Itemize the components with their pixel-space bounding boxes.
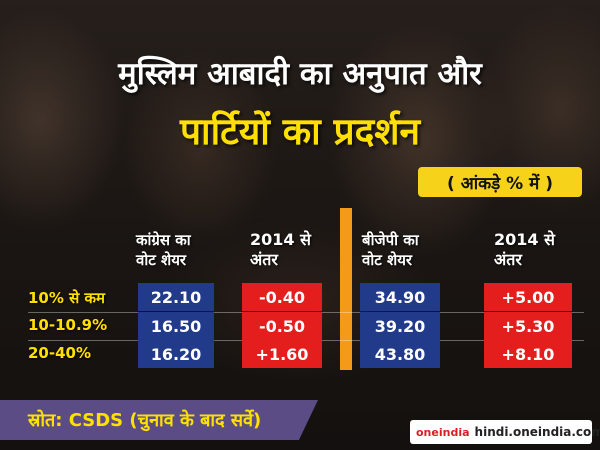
title-line-1: मुस्लिम आबादी का अनुपात और bbox=[118, 56, 482, 92]
source-banner: स्रोत: CSDS (चुनाव के बाद सर्वे) bbox=[0, 400, 318, 440]
cell-congress-share: 16.50 bbox=[138, 312, 214, 340]
cell-congress-share: 16.20 bbox=[138, 340, 214, 368]
brand-badge[interactable]: oneindia hindi.oneindia.com bbox=[410, 420, 600, 444]
row-label: 20-40% bbox=[28, 344, 92, 362]
cell-bjp-diff: +8.10 bbox=[484, 340, 572, 368]
header-bjp-diff: 2014 से अंतर bbox=[494, 230, 555, 270]
title-line-2: पार्टियों का प्रदर्शन bbox=[179, 110, 421, 153]
cell-congress-share: 22.10 bbox=[138, 283, 214, 311]
header-congress-diff-line1: 2014 से bbox=[250, 230, 311, 249]
header-congress-diff: 2014 से अंतर bbox=[250, 230, 311, 270]
header-bjp-diff-line2: अंतर bbox=[494, 250, 522, 269]
unit-badge: ( आंकड़े % में ) bbox=[418, 167, 582, 197]
cell-bjp-share: 39.20 bbox=[360, 312, 440, 340]
brand-site-link[interactable]: hindi.oneindia.com bbox=[474, 425, 600, 439]
header-congress-share-line1: कांग्रेस का bbox=[136, 231, 191, 249]
header-congress-share-line2: वोट शेयर bbox=[136, 251, 187, 269]
row-label: 10% से कम bbox=[28, 289, 105, 307]
row-label: 10-10.9% bbox=[28, 316, 108, 334]
oneindia-logo: oneindia bbox=[416, 425, 470, 439]
header-bjp-diff-line1: 2014 से bbox=[494, 230, 555, 249]
source-text: स्रोत: CSDS (चुनाव के बाद सर्वे) bbox=[28, 410, 262, 431]
header-congress-share: कांग्रेस का वोट शेयर bbox=[136, 230, 191, 270]
cell-congress-diff: -0.40 bbox=[242, 283, 322, 311]
cell-bjp-diff: +5.00 bbox=[484, 283, 572, 311]
cell-bjp-share: 43.80 bbox=[360, 340, 440, 368]
cell-congress-diff: -0.50 bbox=[242, 312, 322, 340]
cell-bjp-diff: +5.30 bbox=[484, 312, 572, 340]
header-congress-diff-line2: अंतर bbox=[250, 250, 278, 269]
cell-congress-diff: +1.60 bbox=[242, 340, 322, 368]
header-bjp-share: बीजेपी का वोट शेयर bbox=[362, 230, 419, 270]
column-divider-bar bbox=[340, 208, 352, 370]
cell-bjp-share: 34.90 bbox=[360, 283, 440, 311]
header-bjp-share-line1: बीजेपी का bbox=[362, 231, 419, 249]
header-bjp-share-line2: वोट शेयर bbox=[362, 251, 413, 269]
